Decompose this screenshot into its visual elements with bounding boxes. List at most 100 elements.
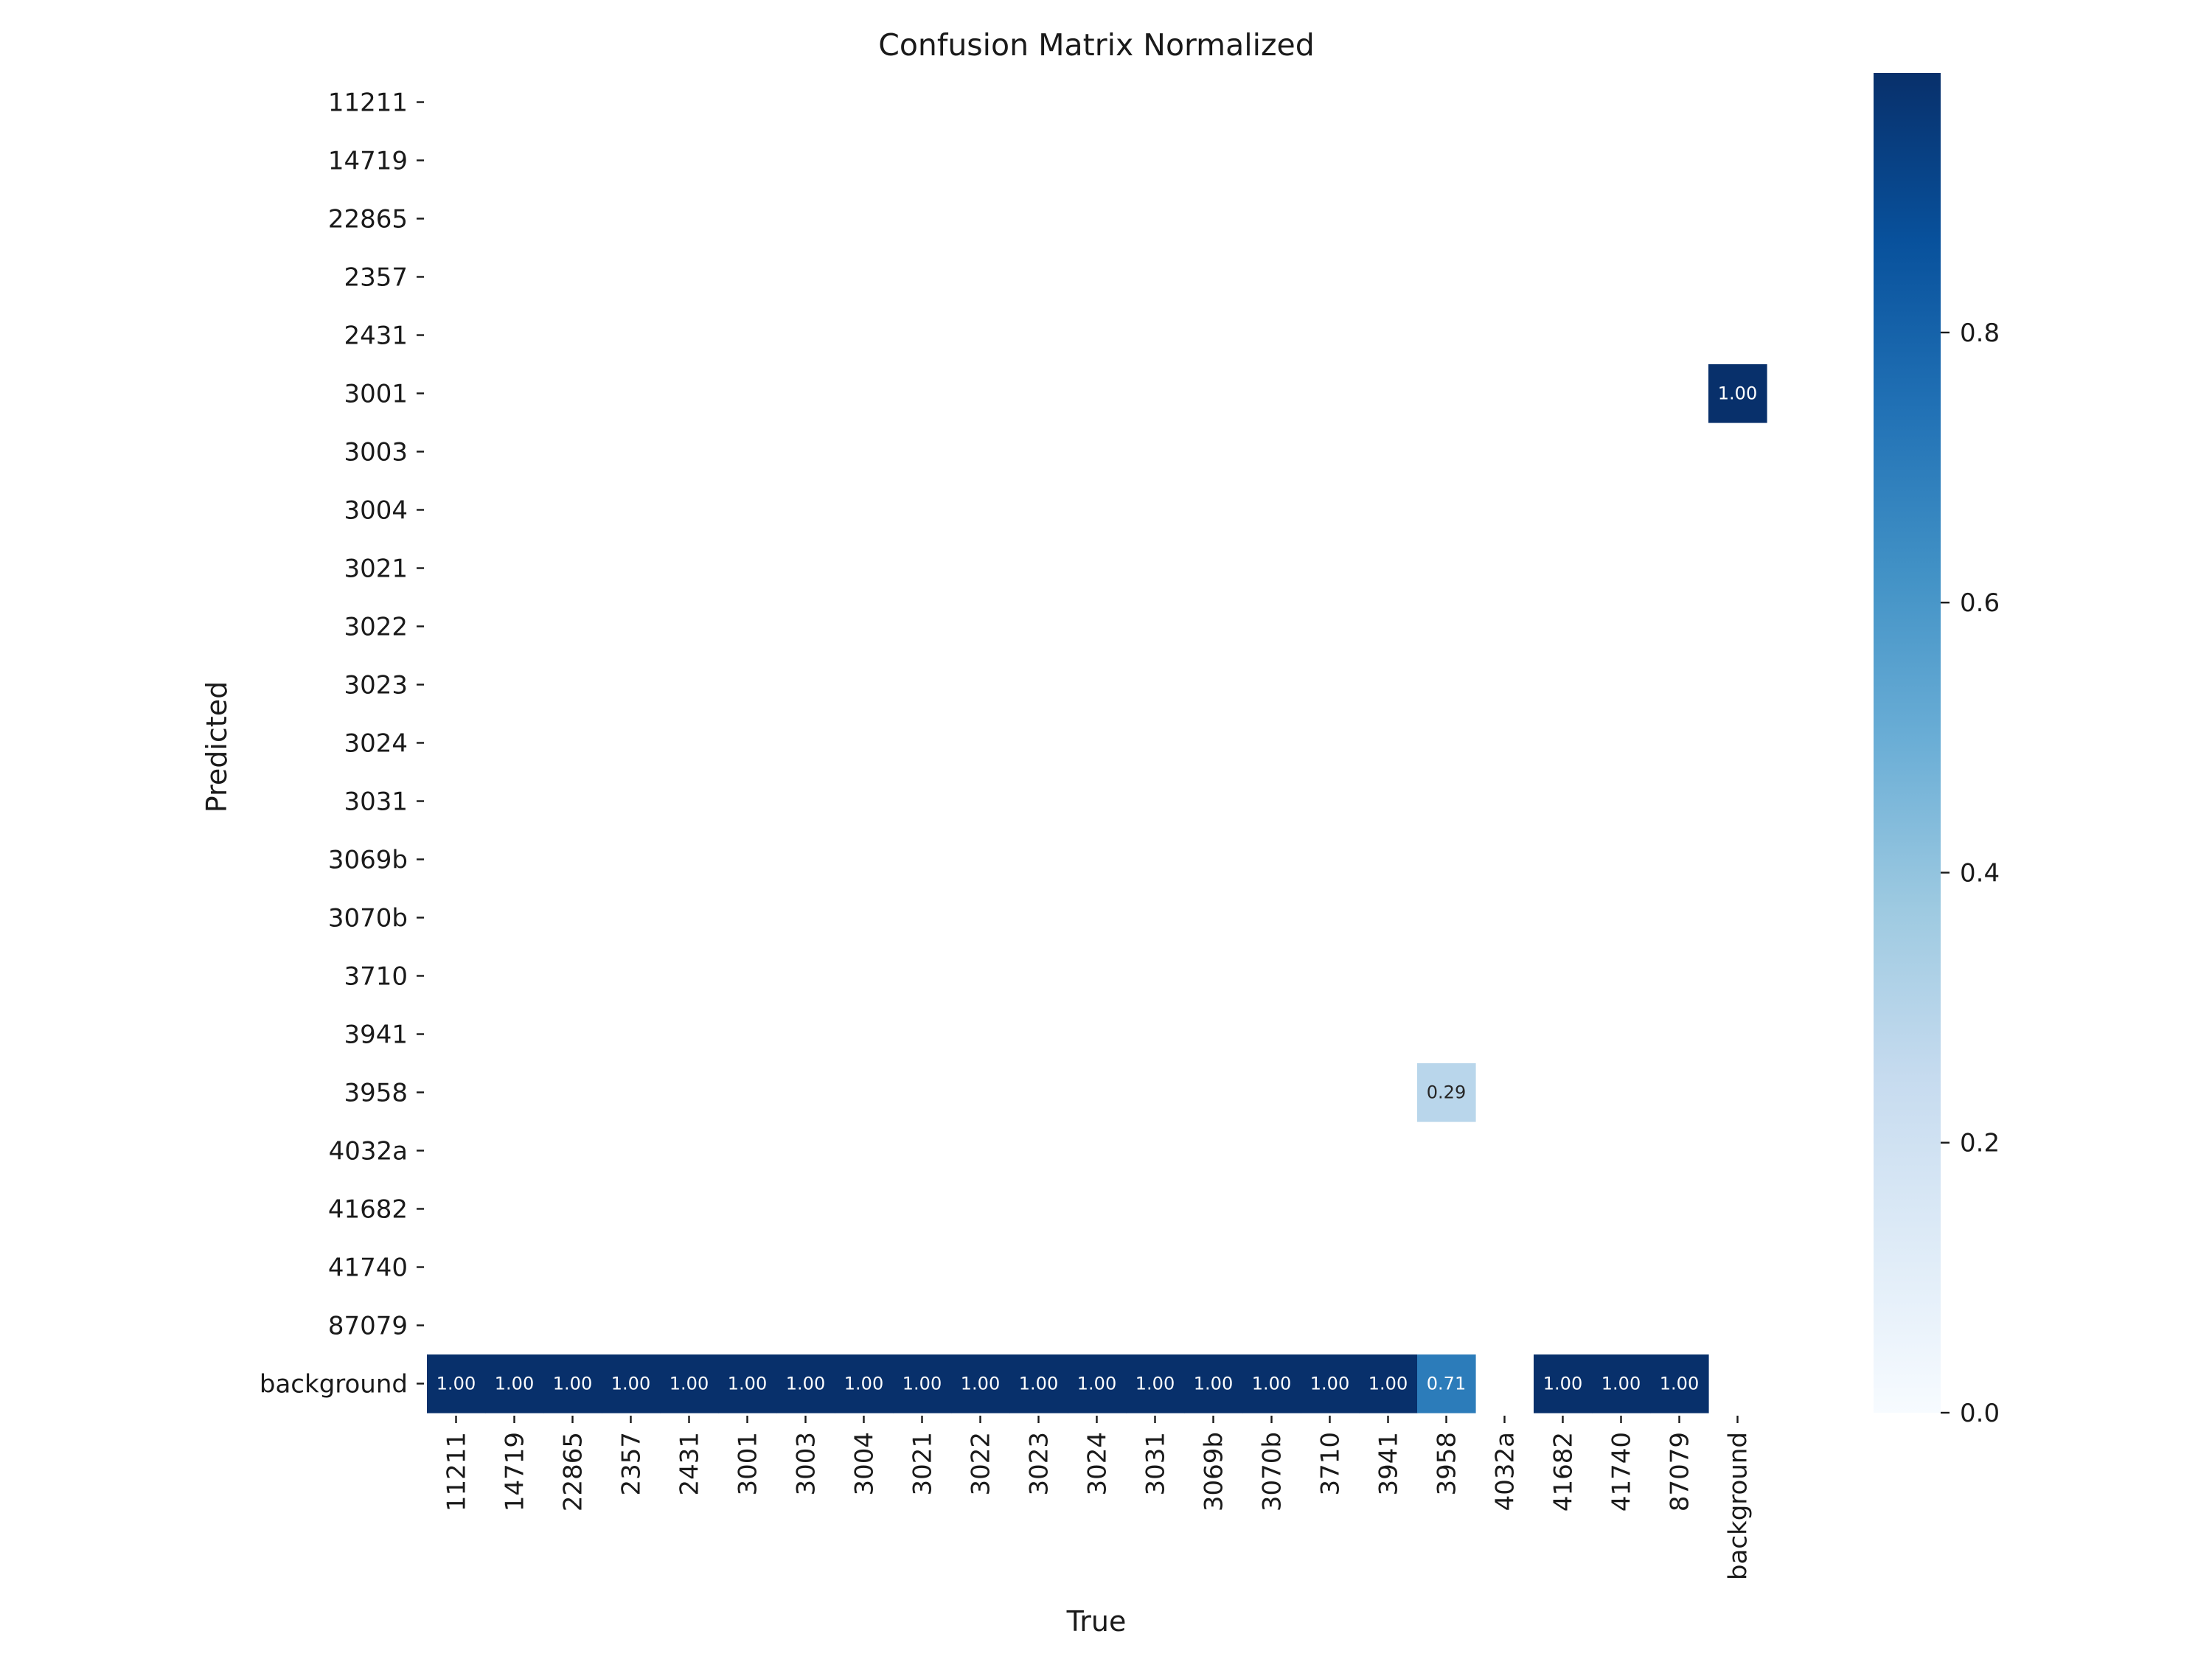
heatmap-cell <box>835 1354 894 1413</box>
x-tick-label: 3069b <box>1200 1432 1229 1512</box>
y-tick-label: background <box>260 1370 408 1399</box>
y-tick-label: 2357 <box>344 263 408 293</box>
y-tick-label: 3004 <box>344 496 408 526</box>
cell-value-label: 0.71 <box>1427 1374 1466 1394</box>
x-tick-label: 3024 <box>1083 1432 1113 1496</box>
colorbar-tick-label: 0.0 <box>1960 1399 2000 1428</box>
y-tick-label: 3031 <box>344 787 408 817</box>
x-tick-label: 41740 <box>1607 1432 1637 1512</box>
cell-value-label: 1.00 <box>1310 1374 1349 1394</box>
x-axis-ticks: 11211 14719 22865 2357 2431 3001 3003 3004 3021 3… <box>442 1416 1753 1580</box>
heatmap-cell <box>1009 1354 1068 1413</box>
heatmap-cell <box>1242 1354 1301 1413</box>
x-tick-label: 3001 <box>734 1432 763 1496</box>
x-tick-label: 3021 <box>908 1432 938 1496</box>
x-tick-label: 3070b <box>1258 1432 1287 1512</box>
x-tick-label: 4032a <box>1491 1432 1520 1511</box>
heatmap-cell <box>1708 364 1767 423</box>
heatmap-cell <box>602 1354 661 1413</box>
heatmap-cell <box>1301 1354 1360 1413</box>
x-tick-label: 2431 <box>675 1432 705 1496</box>
x-tick-label: 3958 <box>1433 1432 1462 1496</box>
chart-title: Confusion Matrix Normalized <box>878 27 1315 63</box>
x-tick-label: 3031 <box>1141 1432 1171 1496</box>
colorbar-tick-label: 0.8 <box>1960 319 2000 348</box>
x-tick-label: 3941 <box>1374 1432 1404 1496</box>
cell-value-label: 1.00 <box>669 1374 709 1394</box>
heatmap-cell <box>1534 1354 1593 1413</box>
heatmap-cell <box>718 1354 777 1413</box>
y-tick-label: 41740 <box>328 1253 408 1283</box>
heatmap-cell <box>1417 1063 1476 1122</box>
cell-value-label: 1.00 <box>1601 1374 1641 1394</box>
cell-value-label: 1.00 <box>1252 1374 1291 1394</box>
cell-value-label: 1.00 <box>1135 1374 1175 1394</box>
cell-value-label: 1.00 <box>1368 1374 1408 1394</box>
cell-value-label: 1.00 <box>786 1374 825 1394</box>
cell-value-label: 1.00 <box>1543 1374 1582 1394</box>
cell-value-label: 1.00 <box>1718 383 1757 404</box>
colorbar-tick-label: 0.4 <box>1960 858 2000 888</box>
heatmap-cell <box>485 1354 544 1413</box>
cell-value-label: 1.00 <box>611 1374 650 1394</box>
heatmap-cell <box>1126 1354 1185 1413</box>
cell-value-label: 1.00 <box>961 1374 1000 1394</box>
heatmap-cell <box>1068 1354 1127 1413</box>
y-tick-label: 3022 <box>344 613 408 642</box>
cell-value-label: 1.00 <box>728 1374 767 1394</box>
heatmap-cell <box>1592 1354 1651 1413</box>
cell-value-label: 1.00 <box>902 1374 942 1394</box>
x-tick-label: 3023 <box>1025 1432 1054 1496</box>
y-tick-label: 14719 <box>328 147 408 176</box>
x-tick-label: 22865 <box>559 1432 588 1512</box>
y-tick-label: 3024 <box>344 729 408 759</box>
cell-value-label: 1.00 <box>1660 1374 1699 1394</box>
y-tick-label: 3021 <box>344 554 408 584</box>
cell-value-label: 1.00 <box>1019 1374 1058 1394</box>
y-tick-label: 3710 <box>344 962 408 992</box>
y-tick-label: 2431 <box>344 321 408 351</box>
cell-value-label: 1.00 <box>495 1374 534 1394</box>
heatmap-cell <box>776 1354 835 1413</box>
y-tick-label: 87079 <box>328 1312 408 1341</box>
heatmap-cells: 1.00 0.29 1.00 1.00 1.00 1.00 1.00 1.00 1.00 1.00… <box>427 364 1767 1413</box>
colorbar-ticks: 0.0 0.2 0.4 0.6 0.8 <box>1941 319 2000 1428</box>
colorbar <box>1874 73 1941 1413</box>
cell-value-label: 1.00 <box>844 1374 883 1394</box>
y-tick-label: 3941 <box>344 1020 408 1050</box>
y-tick-label: 41682 <box>328 1195 408 1225</box>
heatmap-cell <box>1184 1354 1243 1413</box>
x-tick-label: 41682 <box>1549 1432 1579 1512</box>
y-tick-label: 3958 <box>344 1079 408 1108</box>
heatmap-cell <box>1417 1354 1476 1413</box>
y-tick-label: 3001 <box>344 380 408 409</box>
y-tick-label: 22865 <box>328 205 408 234</box>
y-tick-label: 3003 <box>344 438 408 467</box>
x-tick-label: 3003 <box>792 1432 821 1496</box>
heatmap-cell <box>951 1354 1010 1413</box>
x-tick-label: background <box>1724 1432 1753 1580</box>
heatmap-cell <box>543 1354 602 1413</box>
y-axis-label: Predicted <box>201 681 233 813</box>
x-tick-label: 3022 <box>967 1432 996 1496</box>
cell-value-label: 1.00 <box>553 1374 592 1394</box>
y-tick-label: 11211 <box>328 88 408 118</box>
x-tick-label: 2357 <box>617 1432 647 1496</box>
heatmap-cell <box>1359 1354 1418 1413</box>
x-tick-label: 11211 <box>442 1432 472 1512</box>
x-tick-label: 14719 <box>501 1432 530 1512</box>
cell-value-label: 1.00 <box>1194 1374 1233 1394</box>
cell-value-label: 0.29 <box>1427 1082 1466 1103</box>
y-tick-label: 3023 <box>344 671 408 700</box>
heatmap-cell <box>660 1354 719 1413</box>
cell-value-label: 1.00 <box>437 1374 476 1394</box>
x-axis-label: True <box>1066 1605 1127 1638</box>
y-tick-label: 3070b <box>328 904 408 933</box>
y-axis-ticks: 11211 14719 22865 2357 2431 3001 3003 3004 3021 3… <box>260 88 424 1399</box>
y-tick-label: 3069b <box>328 846 408 875</box>
x-tick-label: 3004 <box>850 1432 880 1496</box>
heatmap-cell <box>1650 1354 1709 1413</box>
heatmap-cell <box>893 1354 952 1413</box>
heatmap-cell <box>427 1354 486 1413</box>
